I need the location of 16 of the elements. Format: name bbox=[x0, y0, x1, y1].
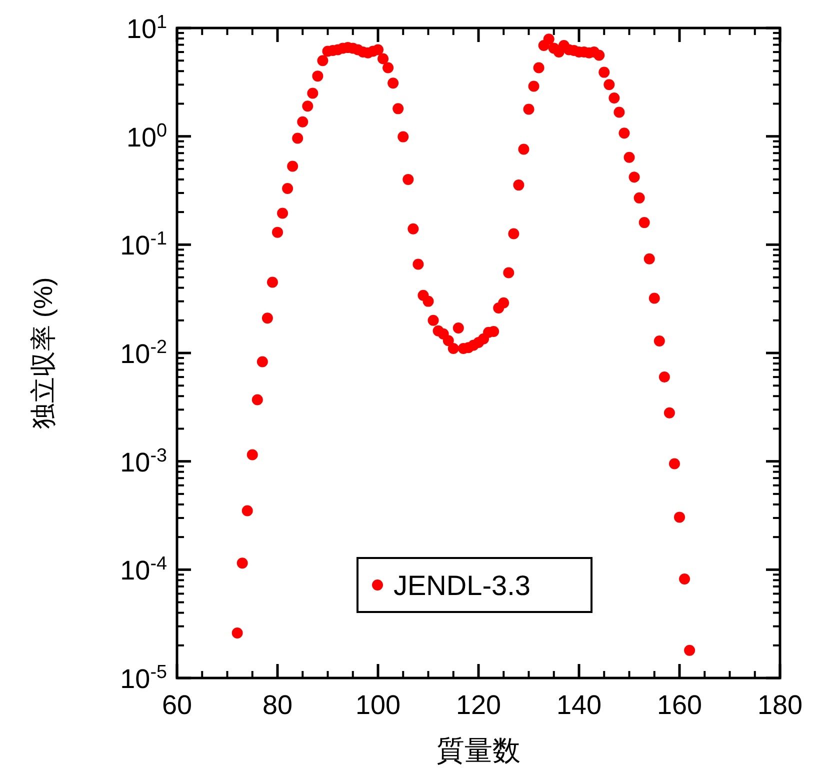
x-tick-label: 120 bbox=[456, 690, 502, 720]
x-axis-title: 質量数 bbox=[436, 735, 520, 766]
y-tick-label: 10$^{-1}$ bbox=[120, 228, 167, 261]
x-tick-label: 180 bbox=[757, 690, 803, 720]
x-tick-label: 100 bbox=[355, 690, 401, 720]
y-tick-label: 10$^{0}$ bbox=[126, 120, 167, 152]
x-tick-label: 80 bbox=[262, 690, 293, 720]
y-axis-title: 独立収率 (%) bbox=[28, 277, 58, 429]
y-tick-label: 10$^{-3}$ bbox=[120, 444, 167, 478]
y-tick-label: 10$^{1}$ bbox=[126, 12, 167, 44]
y-tick-label: 10$^{-4}$ bbox=[120, 553, 167, 586]
x-tick-label: 160 bbox=[656, 690, 702, 720]
y-tick-label: 10$^{-2}$ bbox=[120, 336, 167, 369]
x-tick-label: 140 bbox=[556, 690, 602, 720]
legend: JENDL-3.3 bbox=[356, 557, 592, 613]
legend-label: JENDL-3.3 bbox=[394, 570, 530, 601]
